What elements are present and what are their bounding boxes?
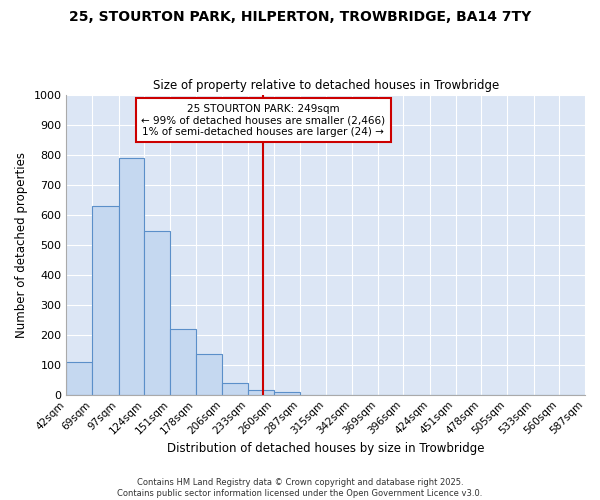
Text: 25, STOURTON PARK, HILPERTON, TROWBRIDGE, BA14 7TY: 25, STOURTON PARK, HILPERTON, TROWBRIDGE… xyxy=(69,10,531,24)
Bar xyxy=(67,362,92,394)
Text: 25 STOURTON PARK: 249sqm
← 99% of detached houses are smaller (2,466)
1% of semi: 25 STOURTON PARK: 249sqm ← 99% of detach… xyxy=(142,104,385,137)
Bar xyxy=(196,354,223,395)
Bar xyxy=(223,382,248,394)
Bar xyxy=(248,390,274,394)
Y-axis label: Number of detached properties: Number of detached properties xyxy=(15,152,28,338)
Bar xyxy=(92,206,119,394)
X-axis label: Distribution of detached houses by size in Trowbridge: Distribution of detached houses by size … xyxy=(167,442,484,455)
Bar xyxy=(145,231,170,394)
Title: Size of property relative to detached houses in Trowbridge: Size of property relative to detached ho… xyxy=(152,79,499,92)
Text: Contains HM Land Registry data © Crown copyright and database right 2025.
Contai: Contains HM Land Registry data © Crown c… xyxy=(118,478,482,498)
Bar xyxy=(119,158,145,394)
Bar xyxy=(170,328,196,394)
Bar xyxy=(274,392,299,394)
